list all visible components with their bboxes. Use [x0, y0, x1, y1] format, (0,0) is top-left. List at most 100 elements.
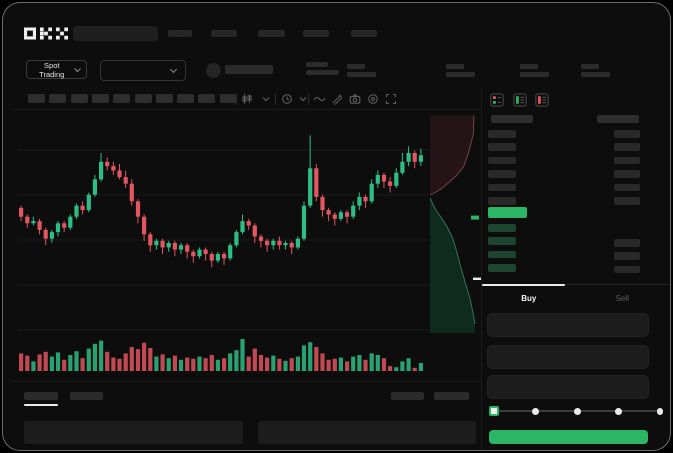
- bid-row-amount-placeholder[interactable]: [614, 265, 640, 274]
- toolbar-divider: [236, 93, 237, 105]
- toolbar-separator: [11, 109, 481, 110]
- slider-dot[interactable]: [532, 408, 540, 415]
- active-tab-indicator: [482, 284, 565, 286]
- timeframe-buttons: [28, 94, 238, 103]
- bottom-active-tab-indicator: [24, 404, 58, 406]
- slider-dot[interactable]: [573, 408, 581, 415]
- nav-link-placeholder[interactable]: [351, 30, 377, 37]
- bid-row-price-placeholder[interactable]: [488, 224, 516, 232]
- timeframe-button-placeholder[interactable]: [177, 94, 195, 103]
- orderbook-last-price-bar[interactable]: [488, 207, 527, 218]
- timeframe-button-placeholder[interactable]: [155, 94, 173, 103]
- orders-tab-placeholder[interactable]: [24, 392, 58, 400]
- buy-submit-button[interactable]: [489, 430, 648, 444]
- market-type-selector[interactable]: Spot Trading: [26, 60, 87, 79]
- bid-row-amount-placeholder[interactable]: [614, 252, 640, 260]
- orders-table-placeholder: [258, 421, 476, 444]
- ask-row-amount-placeholder[interactable]: [614, 130, 640, 138]
- market-stats: [347, 63, 617, 79]
- topnav-links: [168, 30, 383, 38]
- timeframe-button-placeholder[interactable]: [198, 94, 216, 103]
- market-stat-value-placeholder: [520, 72, 549, 77]
- pair-selector[interactable]: [100, 60, 186, 81]
- timeframe-button-placeholder[interactable]: [91, 94, 109, 103]
- nav-link-placeholder[interactable]: [303, 30, 329, 37]
- ask-row-amount-placeholder[interactable]: [614, 143, 640, 151]
- interval-chevron-icon[interactable]: [298, 95, 308, 103]
- search-input[interactable]: [73, 26, 158, 41]
- chart-type-candles-icon[interactable]: [241, 93, 253, 105]
- bottom-action-placeholder[interactable]: [391, 392, 424, 400]
- toolbar-divider: [308, 93, 309, 105]
- price-change-placeholder: [306, 62, 328, 67]
- draw-tools-icon[interactable]: [331, 93, 343, 105]
- toolbar-divider: [275, 93, 276, 105]
- orderbook-view-asks-icon[interactable]: [535, 93, 549, 107]
- history-clock-icon[interactable]: [367, 93, 379, 105]
- bid-row-amount-placeholder[interactable]: [614, 239, 640, 247]
- slider-dot[interactable]: [615, 408, 623, 415]
- timeframe-button-placeholder[interactable]: [219, 94, 237, 103]
- ask-row-price-placeholder[interactable]: [488, 183, 516, 192]
- indicators-wave-icon[interactable]: [313, 93, 326, 105]
- ask-row-price-placeholder[interactable]: [488, 156, 516, 165]
- timeframe-button-placeholder[interactable]: [113, 94, 131, 103]
- history-tab-placeholder[interactable]: [70, 392, 103, 400]
- ask-row-price-placeholder[interactable]: [488, 170, 516, 178]
- market-stat-label-placeholder: [347, 64, 365, 69]
- candlestick-chart[interactable]: [17, 111, 429, 375]
- order-amount-input[interactable]: [487, 345, 649, 369]
- bottom-panel-separator: [11, 381, 481, 382]
- ask-row-amount-placeholder[interactable]: [614, 197, 640, 205]
- tab-buy[interactable]: Buy: [482, 285, 576, 311]
- orderbook-view-all-icon[interactable]: [490, 93, 504, 107]
- slider-handle[interactable]: [489, 406, 499, 416]
- nav-link-placeholder[interactable]: [258, 30, 285, 37]
- pair-name-placeholder: [225, 65, 273, 74]
- order-price-input[interactable]: [487, 313, 649, 337]
- slider-dot[interactable]: [656, 408, 664, 415]
- orders-table-placeholder: [24, 421, 243, 444]
- price-change-placeholder: [306, 70, 339, 75]
- bid-row-price-placeholder[interactable]: [488, 264, 516, 272]
- timeframe-button-placeholder[interactable]: [49, 94, 67, 103]
- nav-link-placeholder[interactable]: [168, 30, 192, 37]
- bid-row-price-placeholder[interactable]: [488, 237, 516, 245]
- ask-row-price-placeholder[interactable]: [488, 197, 516, 205]
- depth-last-trade-marker: [473, 277, 481, 280]
- market-stat-label-placeholder: [446, 64, 464, 69]
- market-stat-value-placeholder: [581, 72, 610, 77]
- market-stat-label-placeholder: [581, 64, 599, 69]
- chevron-down-icon: [169, 65, 178, 74]
- bottom-action-placeholder[interactable]: [434, 392, 469, 400]
- fullscreen-expand-icon[interactable]: [385, 93, 397, 105]
- ask-row-amount-placeholder[interactable]: [614, 156, 640, 165]
- chevron-down-icon: [74, 65, 82, 72]
- ask-row-amount-placeholder[interactable]: [614, 170, 640, 178]
- okx-logo[interactable]: [24, 27, 68, 40]
- timeframe-button-placeholder[interactable]: [134, 94, 152, 103]
- orderbook-header-amount-placeholder: [597, 115, 639, 123]
- tab-sell[interactable]: Sell: [576, 285, 670, 311]
- market-stat-value-placeholder: [446, 72, 475, 77]
- timeframe-button-placeholder[interactable]: [28, 94, 45, 103]
- bid-row-price-placeholder[interactable]: [488, 250, 516, 259]
- trade-tabs: Buy Sell: [482, 284, 669, 311]
- interval-clock-icon[interactable]: [281, 93, 293, 105]
- market-stat-value-placeholder: [347, 72, 376, 77]
- nav-link-placeholder[interactable]: [211, 30, 237, 37]
- orderbook-panel: Buy Sell: [481, 88, 669, 449]
- depth-chart[interactable]: [430, 111, 481, 333]
- ask-row-amount-placeholder[interactable]: [614, 183, 640, 192]
- camera-snapshot-icon[interactable]: [349, 93, 361, 105]
- market-type-label: Spot Trading: [39, 60, 65, 79]
- chart-style-chevron-icon[interactable]: [261, 95, 271, 103]
- ask-row-price-placeholder[interactable]: [488, 143, 516, 151]
- orderbook-view-bids-icon[interactable]: [513, 93, 527, 107]
- orderbook-header-price-placeholder: [491, 115, 533, 123]
- timeframe-button-placeholder[interactable]: [70, 94, 88, 103]
- ask-row-price-placeholder[interactable]: [488, 130, 516, 138]
- order-total-input[interactable]: [487, 375, 649, 399]
